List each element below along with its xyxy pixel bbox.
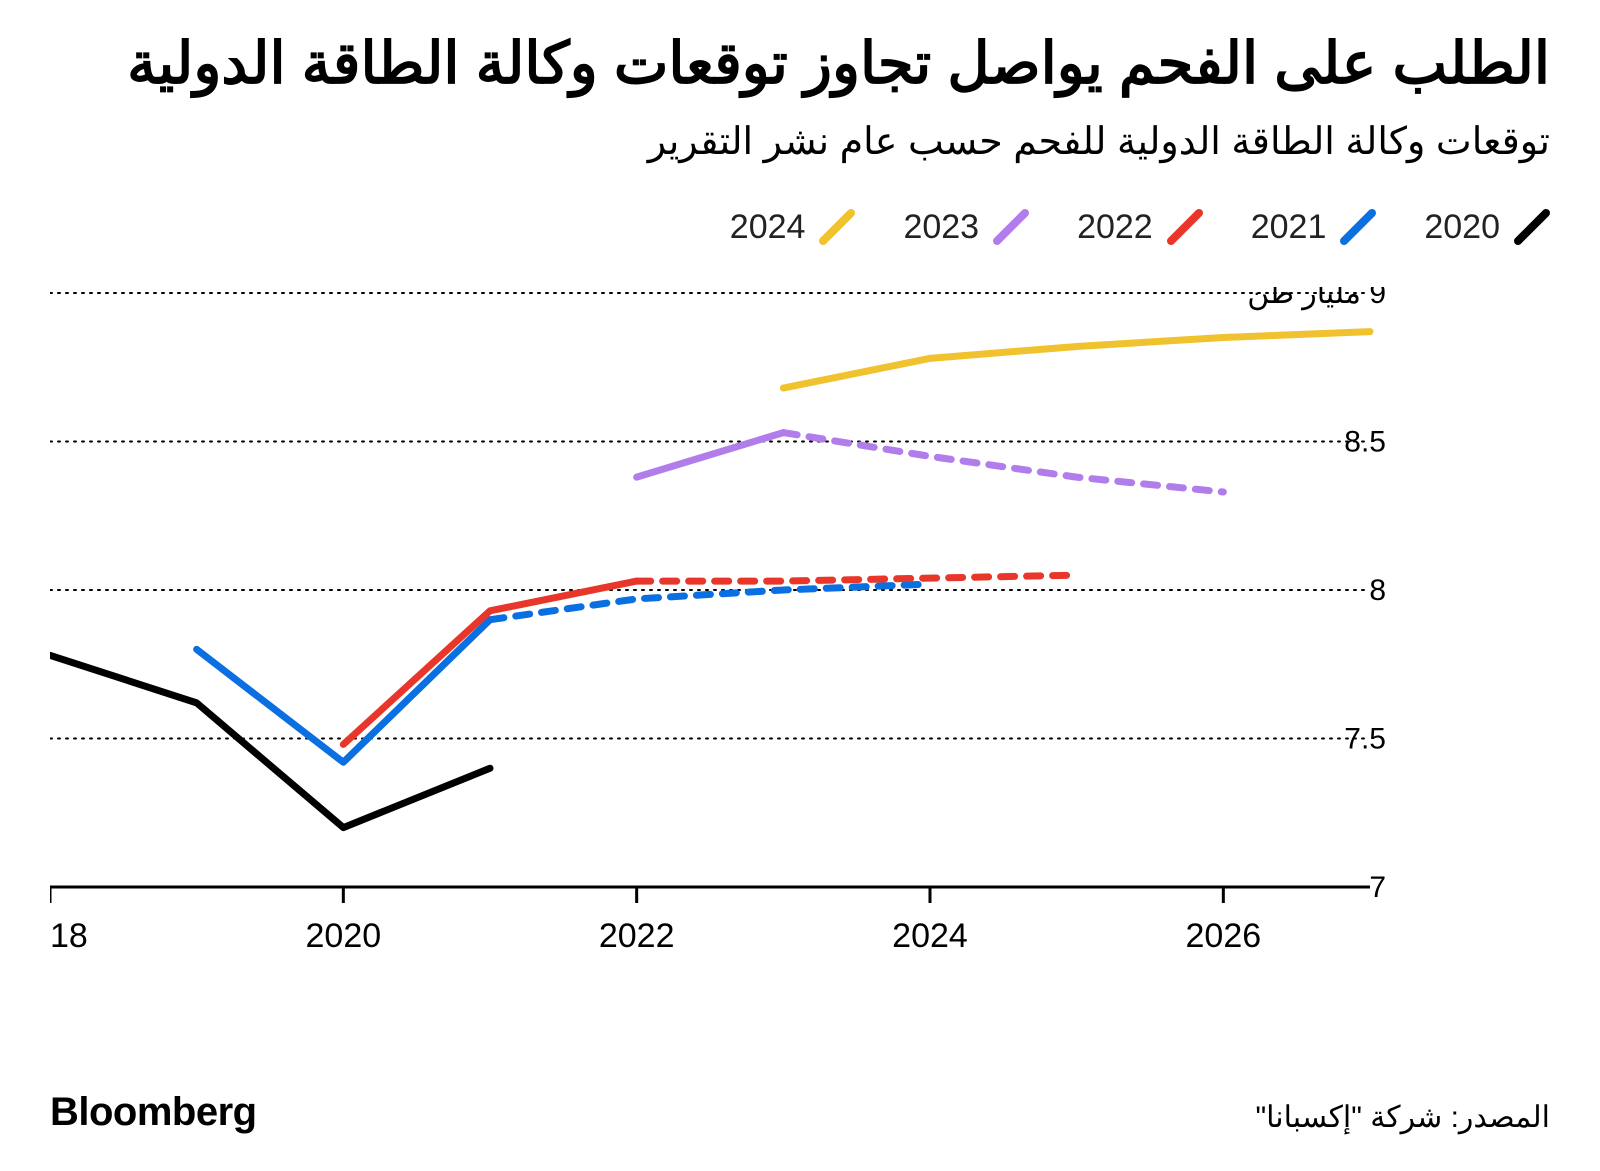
svg-text:7.5: 7.5: [1344, 722, 1386, 755]
legend-label: 2021: [1251, 208, 1327, 247]
legend-item-2021: 2021: [1251, 208, 1377, 247]
legend-swatch-icon: [1167, 209, 1203, 245]
legend-swatch-icon: [1340, 209, 1376, 245]
legend-label: 2020: [1424, 208, 1500, 247]
svg-text:8: 8: [1369, 574, 1386, 607]
legend-item-2024: 2024: [730, 208, 856, 247]
svg-text:2024: 2024: [892, 917, 968, 955]
source-text: المصدر: شركة "إكسبانا": [1256, 1100, 1551, 1135]
brand-logo: Bloomberg: [50, 1090, 257, 1135]
svg-text:9 مليار طن: 9 مليار طن: [1247, 287, 1386, 311]
legend-item-2020: 2020: [1424, 208, 1550, 247]
legend-swatch-icon: [1514, 209, 1550, 245]
legend-label: 2023: [903, 208, 979, 247]
legend-label: 2024: [730, 208, 806, 247]
legend-label: 2022: [1077, 208, 1153, 247]
legend-swatch-icon: [819, 209, 855, 245]
legend-item-2023: 2023: [903, 208, 1029, 247]
footer: Bloomberg المصدر: شركة "إكسبانا": [50, 1090, 1550, 1135]
chart-subtitle: توقعات وكالة الطاقة الدولية للفحم حسب عا…: [50, 119, 1550, 164]
svg-text:8.5: 8.5: [1344, 425, 1386, 458]
svg-text:2026: 2026: [1186, 917, 1262, 955]
chart-container: الطلب على الفحم يواصل تجاوز توقعات وكالة…: [0, 0, 1600, 1171]
chart-svg: 7 7.5 8 8.5 9 مليار طن 2018 2020 2022 2024 2026: [50, 287, 1550, 967]
svg-text:7: 7: [1369, 871, 1386, 904]
legend: 2020 2021 2022 2023 2024: [50, 208, 1550, 247]
legend-item-2022: 2022: [1077, 208, 1203, 247]
chart-plot-area: 7 7.5 8 8.5 9 مليار طن 2018 2020 2022 2024 2026: [50, 287, 1550, 967]
svg-text:2018: 2018: [50, 917, 88, 955]
chart-title: الطلب على الفحم يواصل تجاوز توقعات وكالة…: [50, 28, 1550, 101]
svg-text:2020: 2020: [306, 917, 382, 955]
legend-swatch-icon: [993, 209, 1029, 245]
svg-text:2022: 2022: [599, 917, 675, 955]
